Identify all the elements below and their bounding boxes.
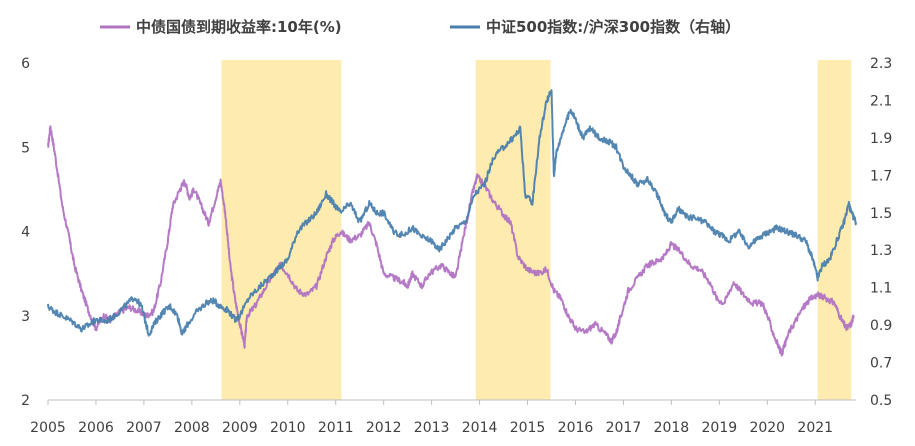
shaded-period-2 (475, 60, 551, 400)
x-tick-label: 2010 (270, 420, 306, 436)
y-right-tick-label: 2.3 (870, 56, 892, 72)
y-right-tick-labels: 0.5 0.7 0.9 1.1 1.3 1.5 1.7 1.9 2.1 2.3 (870, 56, 892, 409)
y-right-tick-label: 1.3 (870, 243, 892, 259)
y-left-tick-label: 5 (21, 140, 30, 156)
y-right-tick-label: 1.9 (870, 131, 892, 147)
legend: 中债国债到期收益率:10年(%) 中证500指数:/沪深300指数（右轴） (100, 18, 740, 36)
shaded-period-1 (221, 60, 342, 400)
legend-label-2: 中证500指数:/沪深300指数（右轴） (486, 18, 740, 36)
x-tick-label: 2005 (30, 420, 66, 436)
x-tick-labels: 2005 2006 2007 2008 2009 2010 2011 2012 2013 2014… (30, 400, 833, 436)
series-line-1 (47, 125, 855, 357)
x-tick-label: 2016 (558, 420, 594, 436)
shaded-period-3 (817, 60, 852, 400)
shaded-periods (221, 60, 852, 400)
y-right-tick-label: 2.1 (870, 93, 892, 109)
y-right-tick-label: 0.7 (870, 356, 892, 372)
y-left-tick-label: 6 (21, 56, 30, 72)
y-left-tick-labels: 2 3 4 5 6 (21, 56, 30, 409)
y-right-tick-label: 1.1 (870, 281, 892, 297)
x-tick-label: 2018 (654, 420, 690, 436)
series-lines (47, 89, 857, 357)
x-tick-label: 2013 (414, 420, 450, 436)
y-right-tick-label: 1.5 (870, 206, 892, 222)
x-tick-label: 2019 (702, 420, 738, 436)
x-tick-label: 2020 (749, 420, 785, 436)
y-left-tick-label: 4 (21, 225, 30, 241)
y-left-tick-label: 2 (21, 393, 30, 409)
x-tick-label: 2012 (366, 420, 402, 436)
y-right-tick-label: 0.5 (870, 393, 892, 409)
x-tick-label: 2014 (462, 420, 498, 436)
x-tick-label: 2011 (318, 420, 354, 436)
x-tick-label: 2015 (510, 420, 546, 436)
series-line-2 (47, 89, 857, 337)
y-left-tick-label: 3 (21, 309, 30, 325)
y-right-tick-label: 0.9 (870, 318, 892, 334)
x-tick-label: 2021 (797, 420, 833, 436)
x-tick-label: 2006 (78, 420, 114, 436)
x-tick-label: 2008 (174, 420, 210, 436)
legend-label-1: 中债国债到期收益率:10年(%) (136, 18, 342, 36)
x-tick-label: 2017 (606, 420, 642, 436)
x-tick-label: 2007 (126, 420, 162, 436)
x-tick-label: 2009 (222, 420, 258, 436)
y-right-tick-label: 1.7 (870, 168, 892, 184)
